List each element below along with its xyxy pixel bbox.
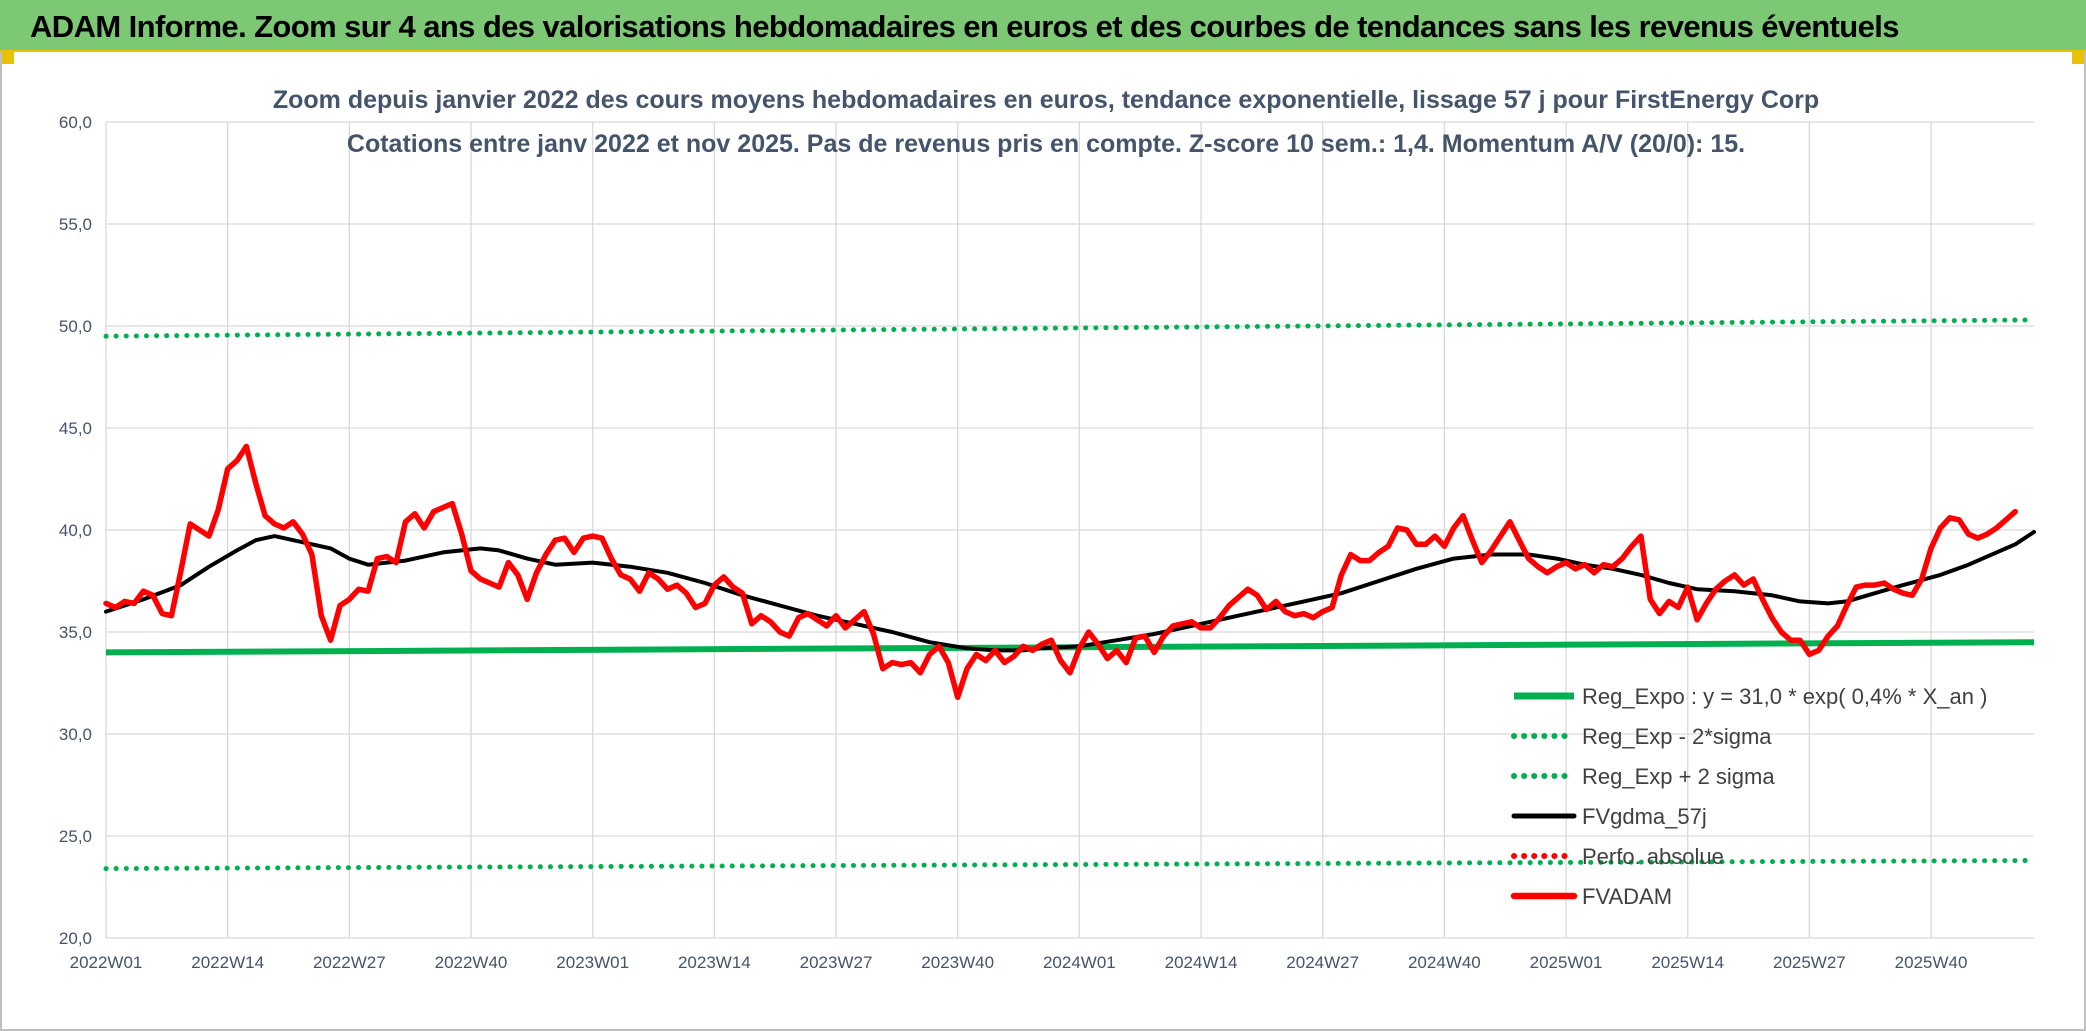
x-tick-label: 2025W40 xyxy=(1895,953,1968,972)
x-tick-label: 2025W01 xyxy=(1530,953,1603,972)
legend-label-0: Reg_Expo : y = 31,0 * exp( 0,4% * X_an ) xyxy=(1582,684,1987,709)
legend-label-4: Perfo. absolue xyxy=(1582,844,1724,869)
y-tick-label: 35,0 xyxy=(59,623,92,642)
y-tick-label: 45,0 xyxy=(59,419,92,438)
chart-title: Zoom depuis janvier 2022 des cours moyen… xyxy=(273,86,1819,114)
report-header-bar: ADAM Informe. Zoom sur 4 ans des valoris… xyxy=(0,0,2086,52)
x-tick-label: 2022W40 xyxy=(435,953,508,972)
corner-marker-left xyxy=(0,52,14,64)
x-tick-label: 2025W14 xyxy=(1651,953,1724,972)
chart-frame: 20,0 25,0 30,0 35,0 40,0 45,0 50,0 55,0 60,0 202… xyxy=(0,52,2086,1031)
x-tick-label: 2025W27 xyxy=(1773,953,1846,972)
x-tick-label: 2023W40 xyxy=(921,953,994,972)
legend-label-1: Reg_Exp - 2*sigma xyxy=(1582,724,1772,749)
series-layer xyxy=(103,317,2037,872)
y-tick-label: 20,0 xyxy=(59,929,92,948)
x-tick-label: 2024W40 xyxy=(1408,953,1481,972)
grid-layer xyxy=(105,121,2034,939)
series-line-5 xyxy=(103,443,2019,701)
y-tick-label: 25,0 xyxy=(59,827,92,846)
x-tick-label: 2024W14 xyxy=(1165,953,1238,972)
report-title: ADAM Informe. Zoom sur 4 ans des valoris… xyxy=(30,9,1900,44)
chart-subtitle: Cotations entre janv 2022 et nov 2025. P… xyxy=(347,130,1745,158)
x-tick-label: 2024W01 xyxy=(1043,953,1116,972)
x-tick-label: 2022W01 xyxy=(70,953,143,972)
y-tick-label: 50,0 xyxy=(59,317,92,336)
x-tick-label: 2022W27 xyxy=(313,953,386,972)
x-tick-label: 2023W27 xyxy=(800,953,873,972)
corner-marker-right xyxy=(2072,52,2086,64)
y-axis-tick-labels: 20,0 25,0 30,0 35,0 40,0 45,0 50,0 55,0 60,0 xyxy=(59,113,92,948)
series-line-2 xyxy=(103,317,2037,339)
x-tick-label: 2023W14 xyxy=(678,953,751,972)
y-tick-label: 40,0 xyxy=(59,521,92,540)
x-tick-label: 2023W01 xyxy=(556,953,629,972)
line-chart: 20,0 25,0 30,0 35,0 40,0 45,0 50,0 55,0 60,0 202… xyxy=(59,86,2037,972)
x-tick-label: 2024W27 xyxy=(1286,953,1359,972)
y-tick-label: 30,0 xyxy=(59,725,92,744)
x-axis-tick-labels: 2022W01 2022W14 2022W27 2022W40 2023W01 2023W… xyxy=(70,953,1968,972)
y-tick-label: 55,0 xyxy=(59,215,92,234)
series-line-1 xyxy=(103,858,2037,872)
legend-label-3: FVgdma_57j xyxy=(1582,804,1707,829)
y-tick-label: 60,0 xyxy=(59,113,92,132)
legend-label-2: Reg_Exp + 2 sigma xyxy=(1582,764,1775,789)
x-tick-label: 2022W14 xyxy=(191,953,264,972)
chart-legend: Reg_Expo : y = 31,0 * exp( 0,4% * X_an )… xyxy=(1510,684,1987,909)
legend-label-5: FVADAM xyxy=(1582,884,1672,909)
